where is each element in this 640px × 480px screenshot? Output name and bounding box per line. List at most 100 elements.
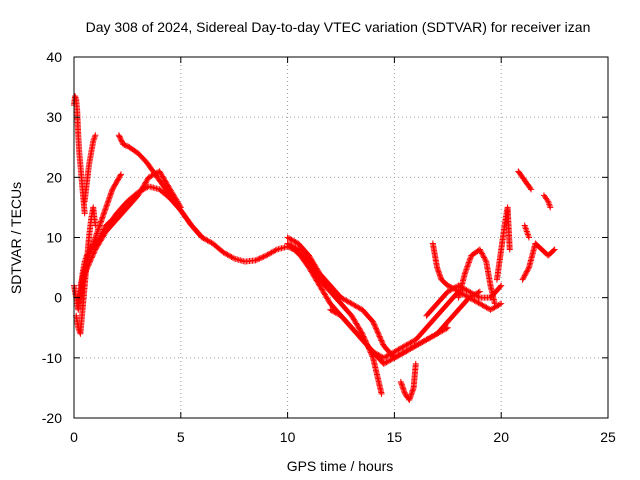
x-tick-label: 20 (493, 429, 509, 445)
y-tick-label: 40 (46, 49, 62, 65)
data-point (199, 234, 206, 241)
data-point (551, 246, 558, 253)
data-point (374, 328, 381, 335)
y-tick-label: -20 (42, 410, 62, 426)
data-point (520, 273, 527, 280)
data-point (506, 246, 513, 253)
data-point (525, 265, 532, 272)
data-point (412, 360, 419, 367)
data-point (475, 293, 482, 300)
data-point (359, 330, 366, 337)
data-point (550, 247, 557, 254)
data-point (374, 329, 381, 336)
data-point (524, 267, 531, 274)
y-tick-label: -10 (42, 350, 62, 366)
x-tick-label: 0 (70, 429, 78, 445)
data-point (115, 176, 122, 183)
data-point (370, 318, 377, 325)
data-point (522, 271, 529, 278)
y-tick-labels: -20 -10 0 10 20 30 40 (42, 49, 62, 426)
data-point (373, 326, 380, 333)
data-point (256, 255, 263, 262)
data-point (125, 143, 132, 150)
data-point (376, 333, 383, 340)
data-point (255, 256, 262, 263)
y-tick-label: 10 (46, 230, 62, 246)
data-point (118, 137, 125, 144)
data-point (198, 233, 205, 240)
data-point (478, 249, 485, 256)
data-points (71, 93, 558, 403)
x-axis-title: GPS time / hours (287, 458, 394, 474)
data-point (113, 178, 120, 185)
data-point (521, 272, 528, 279)
data-point (519, 276, 526, 283)
data-point (478, 250, 485, 257)
data-point (117, 171, 124, 178)
y-tick-label: 30 (46, 109, 62, 125)
data-point (444, 282, 451, 289)
data-point (111, 182, 118, 189)
data-point (253, 256, 260, 263)
data-point (116, 173, 123, 180)
data-point (448, 284, 455, 291)
data-point (447, 283, 454, 290)
data-point (117, 134, 124, 141)
data-point (118, 138, 125, 145)
data-point (370, 320, 377, 327)
y-tick-label: 0 (54, 290, 62, 306)
data-point (479, 251, 486, 258)
data-point (112, 181, 119, 188)
data-point (92, 132, 99, 139)
data-point (444, 324, 451, 331)
data-point (115, 175, 122, 182)
data-point (498, 300, 505, 307)
data-point (109, 186, 116, 193)
data-point (477, 247, 484, 254)
data-point (523, 269, 530, 276)
data-point (378, 338, 385, 345)
data-point (482, 257, 489, 264)
data-point (120, 141, 127, 148)
data-point (527, 185, 534, 192)
data-point (481, 255, 488, 262)
data-point (81, 210, 88, 217)
data-point (377, 336, 384, 343)
data-point (528, 186, 535, 193)
data-point (378, 337, 385, 344)
data-point (476, 288, 483, 295)
x-tick-label: 25 (600, 429, 616, 445)
data-point (372, 324, 379, 331)
data-point (377, 334, 384, 341)
data-point (476, 246, 483, 253)
data-point (481, 254, 488, 261)
data-point (371, 322, 378, 329)
data-point (257, 254, 264, 261)
data-point (371, 321, 378, 328)
data-point (496, 301, 503, 308)
data-point (480, 253, 487, 260)
data-point (375, 330, 382, 337)
data-point (379, 340, 386, 347)
data-point (117, 172, 124, 179)
data-point (375, 332, 382, 339)
data-point (525, 234, 532, 241)
y-axis-title: SDTVAR / TECUs (8, 182, 24, 294)
data-point (260, 253, 267, 260)
data-point (252, 257, 259, 264)
axis-ticks (73, 56, 609, 419)
data-point (122, 142, 129, 149)
data-point (272, 247, 279, 254)
data-point (123, 143, 130, 150)
data-point (115, 132, 122, 139)
y-tick-label: 20 (46, 169, 62, 185)
data-point (497, 283, 504, 290)
data-point (110, 183, 117, 190)
data-point (523, 268, 530, 275)
data-point (547, 204, 554, 211)
x-tick-labels: 0 5 10 15 20 25 (70, 429, 616, 445)
data-point (378, 390, 385, 397)
data-point (117, 136, 124, 143)
data-point (121, 141, 128, 148)
